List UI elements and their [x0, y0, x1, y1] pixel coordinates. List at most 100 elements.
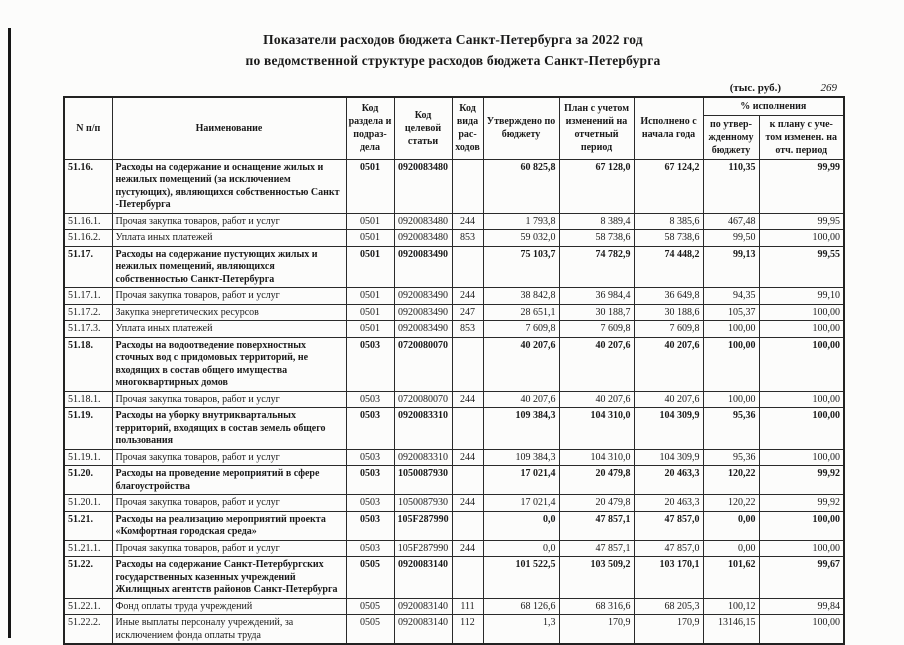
executed-amount-cell: 103 170,1	[633, 556, 704, 599]
header-target-code: Код целевой статьи	[393, 96, 453, 160]
executed-amount-cell: 104 309,9	[633, 407, 704, 450]
target-code-cell: 0920083140	[393, 597, 453, 616]
section-code-cell: 0501	[345, 320, 395, 338]
pct-budget-cell: 100,00	[702, 336, 760, 392]
approved-amount-cell: 68 126,6	[482, 597, 560, 616]
target-code-cell: 0720080070	[393, 390, 453, 409]
row-number-cell: 51.18.1.	[63, 390, 113, 409]
row-number-cell: 51.22.1.	[63, 597, 113, 616]
approved-amount-cell: 59 032,0	[482, 229, 560, 247]
executed-amount-cell: 40 207,6	[633, 390, 704, 409]
table-row: 51.16.2. Уплата иных платежей 0501 09200…	[63, 229, 845, 247]
pct-plan-cell: 100,00	[758, 448, 845, 467]
plan-amount-cell: 74 782,9	[558, 245, 635, 289]
row-number-cell: 51.16.1.	[63, 212, 113, 231]
row-name-cell: Прочая закупка товаров, работ и услуг	[111, 287, 347, 305]
table-row: 51.22.1. Фонд оплаты труда учреждений 05…	[63, 597, 845, 616]
pct-plan-cell: 99,99	[758, 158, 845, 214]
target-code-cell: 1050087930	[393, 494, 453, 512]
executed-amount-cell: 20 463,3	[633, 465, 704, 496]
row-number-cell: 51.19.	[63, 407, 113, 450]
pct-plan-cell: 99,95	[758, 212, 845, 231]
pct-plan-cell: 99,92	[758, 465, 845, 496]
executed-amount-cell: 47 857,0	[633, 539, 704, 558]
section-code-cell: 0503	[345, 336, 395, 392]
section-code-cell: 0501	[345, 287, 395, 305]
target-code-cell: 0920083490	[393, 303, 453, 322]
plan-amount-cell: 104 310,0	[558, 407, 635, 450]
document-title-line1: Показатели расходов бюджета Санкт-Петерб…	[263, 32, 643, 47]
table-row: 51.22. Расходы на содержание Санкт-Петер…	[63, 556, 845, 599]
target-code-cell: 0920083490	[393, 245, 453, 289]
pct-plan-cell: 100,00	[758, 320, 845, 338]
expense-type-code-cell	[451, 158, 484, 214]
approved-amount-cell: 28 651,1	[482, 303, 560, 322]
expense-type-code-cell: 244	[451, 390, 484, 409]
row-number-cell: 51.19.1.	[63, 448, 113, 467]
pct-budget-cell: 120,22	[702, 494, 760, 512]
approved-amount-cell: 7 609,8	[482, 320, 560, 338]
pct-budget-cell: 105,37	[702, 303, 760, 322]
executed-amount-cell: 58 738,6	[633, 229, 704, 247]
expense-type-code-cell: 244	[451, 448, 484, 467]
page-number: 269	[820, 81, 838, 94]
approved-amount-cell: 1 793,8	[482, 212, 560, 231]
table-row: 51.17.1. Прочая закупка товаров, работ и…	[63, 287, 845, 305]
row-name-cell: Расходы на водоотведение поверхностных с…	[111, 336, 347, 392]
section-code-cell: 0501	[345, 229, 395, 247]
pct-budget-cell: 110,35	[702, 158, 760, 214]
expense-type-code-cell: 247	[451, 303, 484, 322]
row-number-cell: 51.20.	[63, 465, 113, 496]
target-code-cell: 105F287990	[393, 539, 453, 558]
plan-amount-cell: 40 207,6	[558, 336, 635, 392]
header-name: Наименование	[111, 96, 347, 160]
expense-type-code-cell	[451, 556, 484, 599]
expense-type-code-cell: 853	[451, 229, 484, 247]
row-number-cell: 51.18.	[63, 336, 113, 392]
section-code-cell: 0503	[345, 539, 395, 558]
units-note: (тыс. руб.)	[729, 81, 781, 94]
expense-type-code-cell	[451, 245, 484, 289]
plan-amount-cell: 30 188,7	[558, 303, 635, 322]
section-code-cell: 0501	[345, 158, 395, 214]
table-row: 51.19.1. Прочая закупка товаров, работ и…	[63, 448, 845, 467]
row-name-cell: Уплата иных платежей	[111, 320, 347, 338]
plan-amount-cell: 20 479,8	[558, 465, 635, 496]
table-row: 51.20. Расходы на проведение мероприятий…	[63, 465, 845, 496]
approved-amount-cell: 0,0	[482, 539, 560, 558]
section-code-cell: 0503	[345, 465, 395, 496]
pct-budget-cell: 0,00	[702, 510, 760, 541]
expense-type-code-cell: 244	[451, 494, 484, 512]
pct-budget-cell: 467,48	[702, 212, 760, 231]
header-executed: Исполнено с начала года	[633, 96, 704, 160]
row-name-cell: Закупка энергетических ресурсов	[111, 303, 347, 322]
header-pct: % исполнения	[702, 96, 845, 116]
target-code-cell: 1050087930	[393, 465, 453, 496]
table-header: N п/п Наименование Код раздела и подраз-…	[63, 96, 845, 160]
approved-amount-cell: 40 207,6	[482, 390, 560, 409]
pct-budget-cell: 95,36	[702, 448, 760, 467]
section-code-cell: 0501	[345, 212, 395, 231]
row-number-cell: 51.21.	[63, 510, 113, 541]
row-number-cell: 51.17.3.	[63, 320, 113, 338]
expense-type-code-cell: 244	[451, 287, 484, 305]
row-name-cell: Прочая закупка товаров, работ и услуг	[111, 212, 347, 231]
target-code-cell: 0920083310	[393, 407, 453, 450]
target-code-cell: 0920083490	[393, 287, 453, 305]
executed-amount-cell: 74 448,2	[633, 245, 704, 289]
plan-amount-cell: 67 128,0	[558, 158, 635, 214]
row-number-cell: 51.17.2.	[63, 303, 113, 322]
pct-plan-cell: 99,84	[758, 597, 845, 616]
executed-amount-cell: 67 124,2	[633, 158, 704, 214]
pct-plan-cell: 100,00	[758, 510, 845, 541]
target-code-cell: 0920083310	[393, 448, 453, 467]
table-row: 51.17. Расходы на содержание пустующих ж…	[63, 245, 845, 289]
expense-type-code-cell	[451, 407, 484, 450]
plan-amount-cell: 58 738,6	[558, 229, 635, 247]
row-name-cell: Расходы на содержание Санкт-Петербургски…	[111, 556, 347, 599]
target-code-cell: 0920083140	[393, 556, 453, 599]
header-expense-type-code: Код вида рас- ходов	[451, 96, 484, 160]
approved-amount-cell: 40 207,6	[482, 336, 560, 392]
table-row: 51.16.1. Прочая закупка товаров, работ и…	[63, 212, 845, 231]
plan-amount-cell: 20 479,8	[558, 494, 635, 512]
